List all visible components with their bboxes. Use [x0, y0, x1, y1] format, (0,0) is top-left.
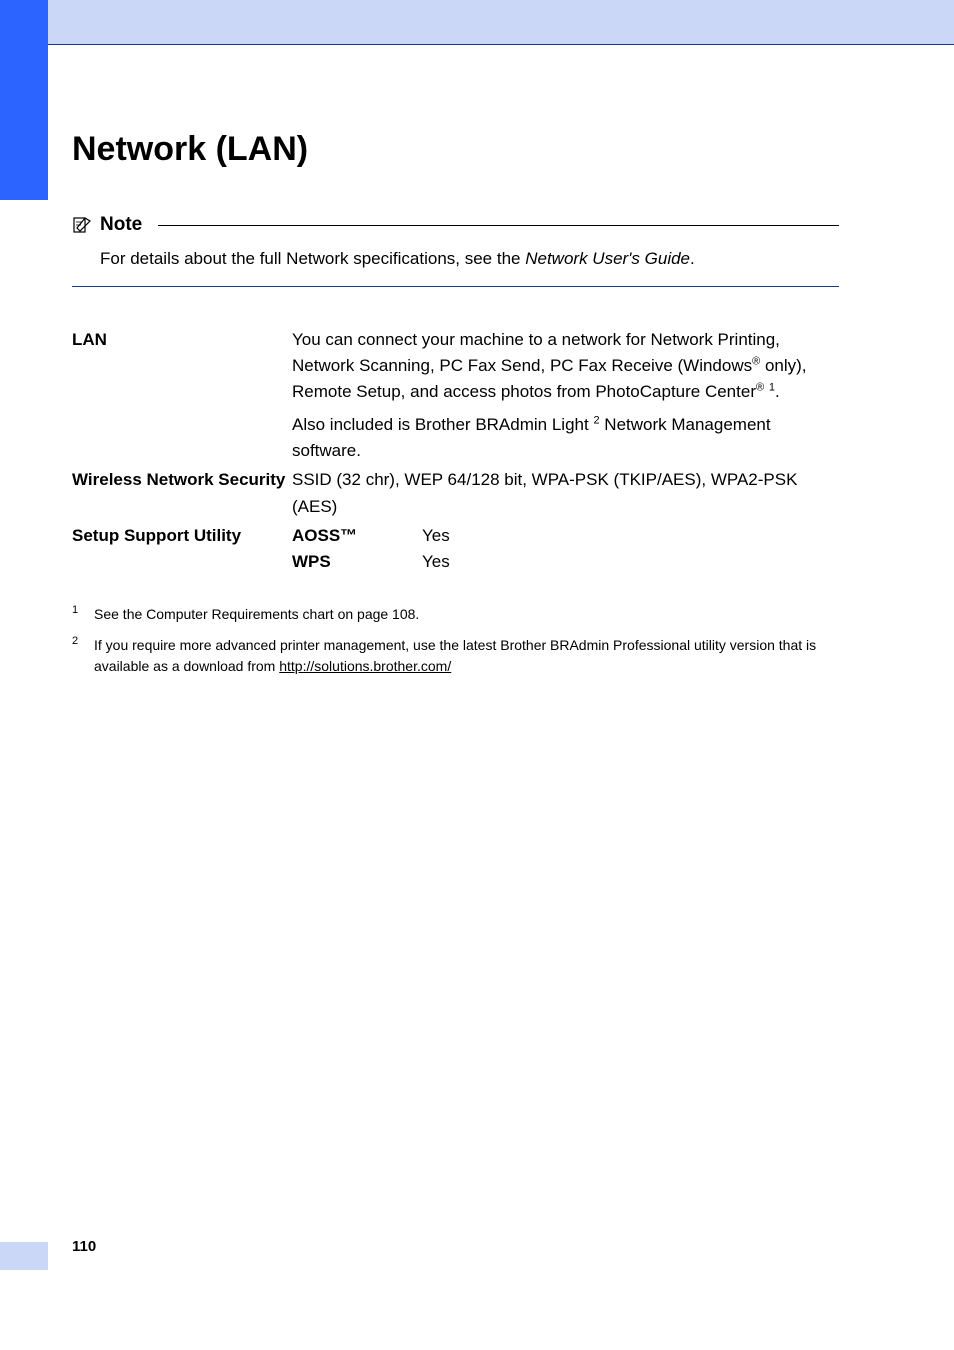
- footnote-2-link[interactable]: http://solutions.brother.com/: [279, 658, 451, 674]
- footnote-2-num: 2: [72, 633, 94, 675]
- lan-p2-a: Also included is Brother BRAdmin Light: [292, 415, 589, 434]
- note-text-italic: Network User's Guide: [525, 249, 690, 268]
- lan-p1-c: .: [775, 382, 780, 401]
- spec-label-wireless: Wireless Network Security: [72, 467, 292, 520]
- footnote-2-text: If you require more advanced printer man…: [94, 635, 839, 677]
- page-heading: Network (LAN): [72, 130, 839, 169]
- note-text-after: .: [690, 249, 695, 268]
- registered-sup-2: ®: [756, 382, 764, 394]
- setup-row-aoss: AOSS™ Yes: [292, 523, 839, 549]
- page-number: 110: [72, 1238, 96, 1255]
- spec-label-lan: LAN: [72, 327, 292, 465]
- header-band: [0, 0, 954, 45]
- note-header: Note: [72, 214, 839, 236]
- header-band-inner: [48, 0, 954, 44]
- setup-value-aoss: Yes: [422, 523, 839, 549]
- spec-value-lan: You can connect your machine to a networ…: [292, 327, 839, 465]
- note-label: Note: [100, 214, 142, 236]
- lan-p1-a: You can connect your machine to a networ…: [292, 330, 780, 375]
- note-icon: [72, 215, 92, 235]
- spec-row-wireless: Wireless Network Security SSID (32 chr),…: [72, 467, 839, 520]
- setup-label-aoss: AOSS™: [292, 523, 422, 549]
- spec-label-setup: Setup Support Utility: [72, 523, 292, 576]
- setup-value-wps: Yes: [422, 549, 839, 575]
- note-text-before: For details about the full Network speci…: [100, 249, 525, 268]
- spec-row-setup: Setup Support Utility AOSS™ Yes WPS Yes: [72, 523, 839, 576]
- footnote-1: 1 See the Computer Requirements chart on…: [72, 604, 839, 625]
- footnote-2-text-a: If you require more advanced printer man…: [94, 637, 816, 674]
- footnote-1-num: 1: [72, 602, 94, 623]
- footnotes: 1 See the Computer Requirements chart on…: [72, 604, 839, 677]
- spec-value-setup: AOSS™ Yes WPS Yes: [292, 523, 839, 576]
- note-header-rule: [158, 225, 839, 226]
- content-area: Network (LAN) Note For details about the…: [72, 130, 839, 687]
- note-bottom-rule: [72, 286, 839, 287]
- note-text: For details about the full Network speci…: [72, 246, 839, 272]
- note-block: Note For details about the full Network …: [72, 214, 839, 287]
- footnote-2: 2 If you require more advanced printer m…: [72, 635, 839, 677]
- spec-value-wireless: SSID (32 chr), WEP 64/128 bit, WPA-PSK (…: [292, 467, 839, 520]
- blue-sidebar: [0, 0, 48, 200]
- spec-table: LAN You can connect your machine to a ne…: [72, 327, 839, 576]
- spec-row-lan: LAN You can connect your machine to a ne…: [72, 327, 839, 465]
- setup-row-wps: WPS Yes: [292, 549, 839, 575]
- footer-band: [0, 1242, 48, 1270]
- footnote-1-text: See the Computer Requirements chart on p…: [94, 604, 839, 625]
- setup-label-wps: WPS: [292, 549, 422, 575]
